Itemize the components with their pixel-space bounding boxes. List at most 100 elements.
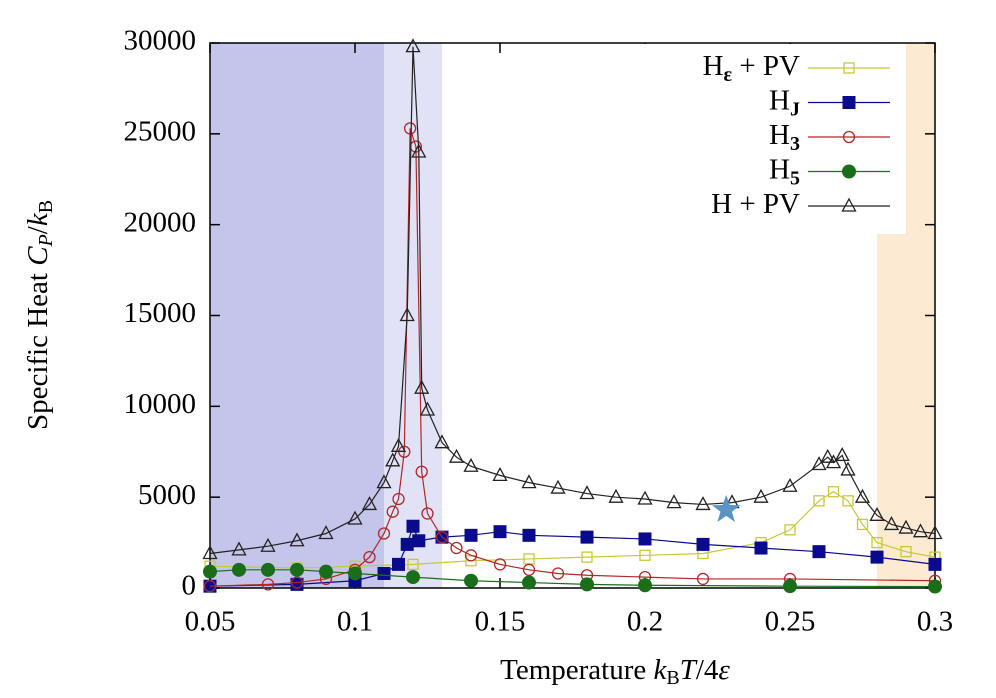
marker bbox=[696, 537, 710, 551]
marker bbox=[363, 550, 376, 564]
marker bbox=[347, 510, 363, 525]
series bbox=[203, 562, 942, 594]
axes: 0 5000 10000 15000 20000 25000 30000 0.05 0.1 0.1… bbox=[124, 25, 954, 638]
plot bbox=[202, 38, 943, 594]
marker bbox=[203, 564, 217, 579]
marker bbox=[232, 562, 246, 577]
marker bbox=[898, 519, 914, 534]
marker bbox=[580, 577, 594, 592]
marker bbox=[492, 467, 508, 482]
marker bbox=[883, 516, 900, 531]
marker bbox=[753, 488, 769, 503]
y-axis-label: Specific Heat CP/kB bbox=[22, 200, 57, 430]
marker bbox=[638, 578, 652, 593]
marker bbox=[377, 566, 391, 580]
marker bbox=[811, 456, 827, 471]
marker bbox=[493, 525, 507, 539]
marker bbox=[842, 96, 856, 109]
marker bbox=[434, 434, 450, 449]
y-tick-label: 20000 bbox=[124, 206, 197, 238]
marker bbox=[579, 485, 595, 500]
marker bbox=[414, 379, 430, 394]
marker bbox=[820, 448, 836, 463]
y-tick-label: 30000 bbox=[124, 25, 197, 57]
marker bbox=[405, 38, 421, 53]
marker bbox=[928, 557, 942, 571]
marker bbox=[812, 545, 826, 559]
marker bbox=[581, 551, 593, 563]
y-tick-label: 0 bbox=[182, 570, 197, 602]
marker bbox=[912, 523, 929, 538]
x-tick-label: 0.1 bbox=[337, 606, 373, 638]
marker bbox=[464, 549, 478, 562]
x-label-part: k bbox=[654, 654, 668, 686]
marker bbox=[843, 62, 855, 74]
marker bbox=[260, 537, 276, 552]
legend-label: H5 bbox=[769, 153, 800, 189]
marker bbox=[202, 545, 218, 560]
marker bbox=[869, 506, 885, 521]
marker bbox=[840, 461, 856, 476]
marker bbox=[290, 562, 304, 577]
marker bbox=[900, 546, 912, 558]
marker bbox=[231, 541, 247, 556]
marker bbox=[696, 572, 710, 586]
x-label-part: Temperature bbox=[500, 654, 653, 686]
series-line bbox=[209, 46, 936, 555]
marker bbox=[386, 505, 399, 518]
marker bbox=[637, 490, 653, 505]
marker bbox=[464, 528, 478, 542]
series bbox=[202, 38, 943, 560]
legend-label-part: H + PV bbox=[711, 188, 800, 220]
star-marker bbox=[711, 494, 741, 522]
marker bbox=[521, 474, 537, 489]
marker bbox=[695, 496, 711, 511]
legend-label-part: + PV bbox=[732, 50, 800, 82]
marker bbox=[842, 130, 856, 144]
y-label-part: P bbox=[35, 234, 57, 247]
marker bbox=[522, 575, 536, 590]
x-tick-label: 0.25 bbox=[765, 606, 816, 638]
marker bbox=[841, 197, 857, 212]
marker bbox=[522, 563, 536, 576]
marker bbox=[580, 530, 594, 544]
marker bbox=[784, 524, 796, 536]
marker bbox=[261, 578, 275, 591]
marker bbox=[842, 495, 854, 507]
marker bbox=[464, 573, 478, 588]
marker bbox=[856, 518, 869, 531]
shaded-region bbox=[210, 43, 384, 588]
regions bbox=[210, 43, 935, 588]
marker bbox=[406, 519, 420, 533]
marker bbox=[448, 448, 465, 463]
x-label-part: /4 bbox=[696, 654, 719, 686]
marker bbox=[813, 495, 825, 507]
marker bbox=[825, 454, 842, 469]
marker bbox=[412, 534, 426, 548]
legend-background bbox=[640, 44, 906, 234]
marker bbox=[638, 532, 652, 546]
marker bbox=[261, 562, 275, 577]
marker bbox=[419, 401, 436, 416]
marker bbox=[289, 532, 305, 547]
marker bbox=[550, 479, 566, 494]
marker bbox=[319, 564, 333, 579]
marker bbox=[783, 579, 797, 594]
legend-label: H3 bbox=[769, 119, 800, 155]
x-tick-label: 0.2 bbox=[627, 606, 663, 638]
marker bbox=[927, 525, 943, 540]
x-tick-label: 0.15 bbox=[475, 606, 526, 638]
series bbox=[203, 519, 942, 593]
y-label-part: k bbox=[22, 212, 54, 226]
marker bbox=[493, 558, 507, 571]
marker bbox=[385, 452, 401, 467]
marker bbox=[403, 122, 417, 135]
marker bbox=[407, 558, 419, 571]
x-label-part: ε bbox=[718, 654, 730, 686]
x-tick-label: 0.3 bbox=[917, 606, 953, 638]
marker bbox=[390, 437, 407, 452]
legend-label-part: H bbox=[703, 50, 724, 82]
y-label-part: B bbox=[35, 200, 57, 213]
